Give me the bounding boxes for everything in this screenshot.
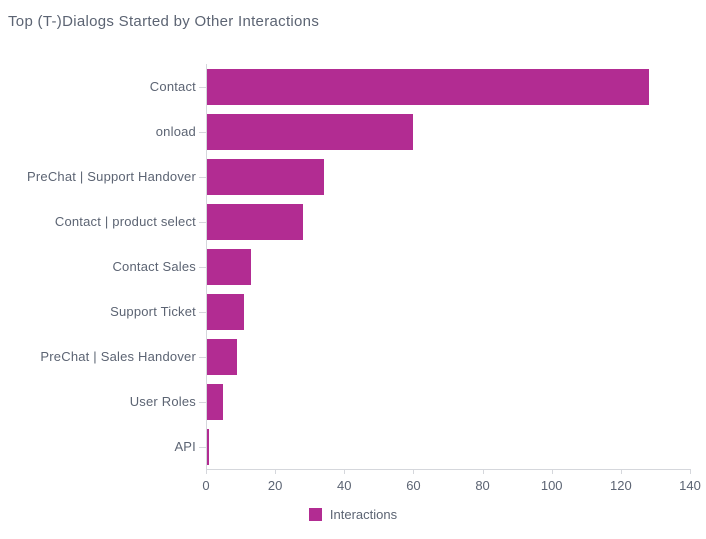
x-tick-label: 60	[406, 478, 421, 493]
plot-cell	[199, 199, 690, 244]
bar[interactable]	[206, 68, 649, 105]
category-label: Support Ticket	[110, 304, 196, 319]
x-tick-mark	[275, 469, 277, 474]
chart-row: Contact	[0, 64, 690, 109]
x-axis-line	[206, 469, 690, 470]
x-tick-label: 20	[267, 478, 283, 493]
x-axis: 0 20 40 60 80 100 120 140	[202, 469, 701, 499]
y-tick-mark	[199, 401, 206, 403]
x-tick-label: 0	[202, 478, 210, 493]
chart-row: API	[0, 424, 690, 469]
y-tick-mark	[199, 176, 206, 178]
category-label: PreChat | Sales Handover	[40, 349, 196, 364]
legend-swatch	[308, 508, 322, 521]
legend-label: Interactions	[329, 507, 398, 522]
chart-rows: Contact onload PreChat | Support Handover C…	[0, 64, 690, 469]
chart-row: PreChat | Support Handover	[0, 154, 690, 199]
plot-cell	[199, 244, 690, 289]
chart-row: Contact Sales	[0, 244, 690, 289]
bar[interactable]	[206, 338, 238, 375]
x-tick-label: 140	[679, 478, 701, 493]
x-tick-mark	[344, 469, 346, 474]
bar[interactable]	[206, 158, 324, 195]
bar-chart: Contact onload PreChat | Support Handover C…	[0, 64, 690, 469]
y-tick-mark	[199, 131, 206, 133]
y-axis-line	[206, 64, 207, 469]
chart-row: PreChat | Sales Handover	[0, 334, 690, 379]
bar[interactable]	[206, 428, 210, 465]
x-tick-mark	[482, 469, 484, 474]
chart-row: Support Ticket	[0, 289, 690, 334]
x-tick-mark	[206, 469, 207, 474]
x-tick-label: 100	[540, 478, 563, 493]
category-label: Contact	[149, 79, 196, 94]
chart-row: onload	[0, 109, 690, 154]
x-tick-mark	[551, 469, 553, 474]
y-tick-mark	[199, 266, 206, 268]
y-tick-mark	[199, 86, 206, 88]
plot-cell	[199, 154, 690, 199]
bar[interactable]	[206, 383, 224, 420]
x-tick-label: 80	[475, 478, 490, 493]
plot-cell	[199, 379, 690, 424]
category-label: Contact | product select	[54, 214, 196, 229]
plot-cell	[199, 64, 690, 109]
y-tick-mark	[199, 311, 206, 313]
y-tick-mark	[199, 446, 206, 448]
x-tick-mark	[620, 469, 622, 474]
chart-row: User Roles	[0, 379, 690, 424]
plot-cell	[199, 109, 690, 154]
chart-row: Contact | product select	[0, 199, 690, 244]
plot-cell	[199, 334, 690, 379]
y-tick-mark	[199, 221, 206, 223]
category-label: PreChat | Support Handover	[26, 169, 196, 184]
x-tick-mark	[690, 469, 691, 474]
y-tick-mark	[199, 356, 206, 358]
chart-title: Top (T-)Dialogs Started by Other Interac…	[8, 13, 320, 30]
bar[interactable]	[206, 248, 251, 285]
bar[interactable]	[206, 203, 303, 240]
category-label: onload	[155, 124, 196, 139]
plot-cell	[199, 424, 690, 469]
category-label: User Roles	[129, 394, 196, 409]
bar[interactable]	[206, 293, 245, 330]
plot-cell	[199, 289, 690, 334]
category-label: Contact Sales	[112, 259, 196, 274]
legend-item-interactions[interactable]: Interactions	[0, 507, 706, 522]
x-tick-label: 120	[609, 478, 632, 493]
x-tick-label: 40	[337, 478, 352, 493]
x-tick-mark	[413, 469, 415, 474]
bar[interactable]	[206, 113, 414, 150]
category-label: API	[174, 439, 196, 454]
